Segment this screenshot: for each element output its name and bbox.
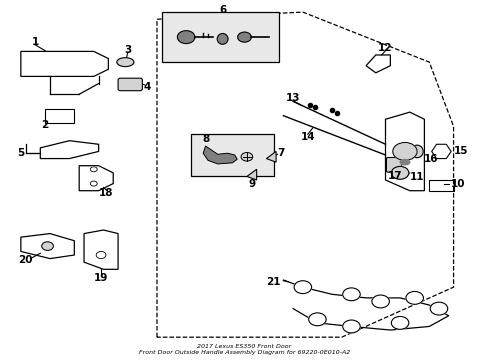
Circle shape (293, 281, 311, 294)
Polygon shape (246, 169, 256, 180)
Text: 2017 Lexus ES350 Front Door
Front Door Outside Handle Assembly Diagram for 69220: 2017 Lexus ES350 Front Door Front Door O… (139, 344, 349, 355)
Text: 9: 9 (248, 179, 255, 189)
Text: 21: 21 (266, 277, 281, 287)
FancyBboxPatch shape (386, 157, 401, 172)
Ellipse shape (410, 145, 422, 158)
Ellipse shape (117, 58, 134, 67)
Text: 11: 11 (409, 172, 424, 182)
Text: 15: 15 (453, 147, 467, 157)
Circle shape (371, 295, 388, 308)
Polygon shape (266, 152, 276, 162)
Text: 4: 4 (143, 82, 151, 92)
FancyBboxPatch shape (191, 134, 273, 176)
Text: 18: 18 (99, 188, 113, 198)
Circle shape (90, 167, 97, 172)
Text: 7: 7 (277, 148, 284, 158)
Circle shape (429, 302, 447, 315)
Circle shape (390, 166, 408, 179)
Circle shape (405, 292, 423, 304)
Text: 20: 20 (19, 255, 33, 265)
Text: 6: 6 (219, 5, 226, 15)
Text: 5: 5 (17, 148, 24, 158)
FancyBboxPatch shape (162, 12, 278, 62)
Circle shape (392, 143, 416, 160)
Text: 8: 8 (202, 134, 209, 144)
Text: 2: 2 (41, 120, 49, 130)
Text: 13: 13 (285, 93, 300, 103)
Text: 14: 14 (300, 132, 314, 142)
Ellipse shape (399, 159, 409, 165)
Text: 17: 17 (387, 171, 402, 181)
Polygon shape (203, 146, 237, 164)
Circle shape (308, 313, 325, 326)
Circle shape (41, 242, 53, 250)
Circle shape (177, 31, 195, 44)
Circle shape (390, 316, 408, 329)
Text: 3: 3 (124, 45, 131, 55)
Circle shape (241, 153, 252, 161)
Circle shape (90, 181, 97, 186)
Text: 10: 10 (450, 179, 465, 189)
Circle shape (237, 32, 251, 42)
Circle shape (96, 251, 106, 258)
Circle shape (342, 288, 360, 301)
Text: 1: 1 (32, 37, 39, 48)
Circle shape (342, 320, 360, 333)
Text: 19: 19 (94, 273, 108, 283)
FancyBboxPatch shape (118, 78, 142, 91)
Text: 12: 12 (378, 43, 392, 53)
Ellipse shape (217, 33, 227, 44)
Text: 16: 16 (423, 154, 437, 163)
